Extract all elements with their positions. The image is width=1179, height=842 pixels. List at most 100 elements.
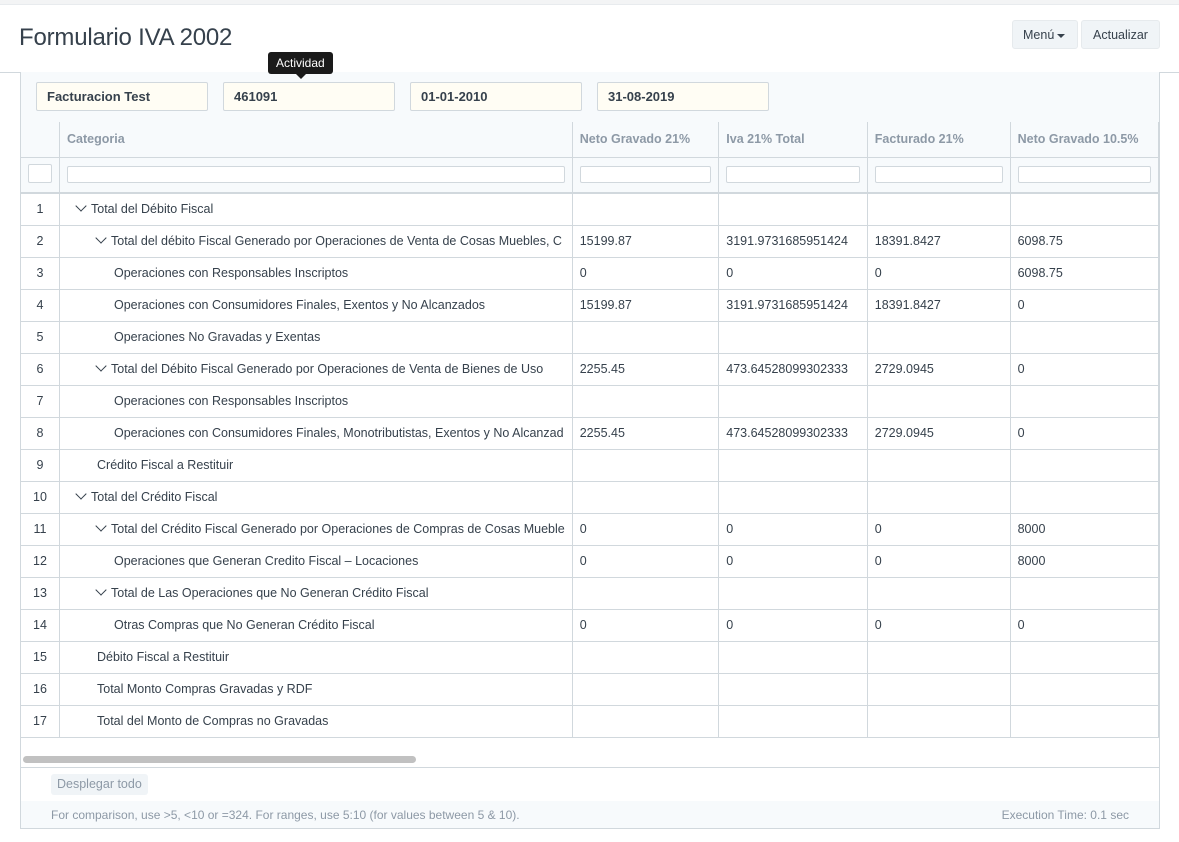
value-cell[interactable]: 0 bbox=[718, 513, 868, 546]
category-cell[interactable]: Total del Débito Fiscal bbox=[59, 193, 573, 226]
value-cell[interactable] bbox=[867, 321, 1011, 354]
value-cell[interactable]: 0 bbox=[1010, 289, 1159, 322]
value-cell[interactable]: 0 bbox=[1010, 353, 1159, 386]
value-cell[interactable] bbox=[1010, 481, 1159, 514]
category-cell[interactable]: Operaciones con Consumidores Finales, Ex… bbox=[59, 289, 573, 322]
table-row[interactable]: 2 Total del débito Fiscal Generado por Op… bbox=[21, 225, 1159, 258]
value-cell[interactable]: 0 bbox=[867, 609, 1011, 642]
value-cell[interactable] bbox=[1010, 385, 1159, 418]
value-cell[interactable] bbox=[572, 449, 720, 482]
value-cell[interactable]: 15199.87 bbox=[572, 225, 720, 258]
value-cell[interactable]: 15199.87 bbox=[572, 289, 720, 322]
table-row[interactable]: 17 Total del Monto de Compras no Gravadas bbox=[21, 705, 1159, 738]
table-row[interactable]: 7 Operaciones con Responsables Inscriptos bbox=[21, 385, 1159, 418]
value-cell[interactable]: 8000 bbox=[1010, 545, 1159, 578]
value-cell[interactable] bbox=[867, 449, 1011, 482]
table-row[interactable]: 6 Total del Débito Fiscal Generado por Op… bbox=[21, 353, 1159, 386]
chevron-down-icon[interactable] bbox=[95, 584, 107, 596]
category-cell[interactable]: Operaciones con Responsables Inscriptos bbox=[59, 385, 573, 418]
value-cell[interactable] bbox=[718, 385, 868, 418]
value-cell[interactable] bbox=[1010, 705, 1159, 738]
value-cell[interactable] bbox=[718, 577, 868, 610]
value-cell[interactable]: 6098.75 bbox=[1010, 257, 1159, 290]
table-row[interactable]: 4 Operaciones con Consumidores Finales, E… bbox=[21, 289, 1159, 322]
value-cell[interactable] bbox=[572, 321, 720, 354]
table-row[interactable]: 13 Total de Las Operaciones que No Genera… bbox=[21, 577, 1159, 610]
value-cell[interactable]: 2729.0945 bbox=[867, 353, 1011, 386]
to-date-field[interactable] bbox=[597, 82, 769, 111]
value-cell[interactable]: 0 bbox=[867, 545, 1011, 578]
category-cell[interactable]: Total de Las Operaciones que No Generan … bbox=[59, 577, 573, 610]
value-cell[interactable]: 18391.8427 bbox=[867, 225, 1011, 258]
value-cell[interactable] bbox=[1010, 321, 1159, 354]
category-cell[interactable]: Total del Crédito Fiscal Generado por Op… bbox=[59, 513, 573, 546]
column-header-iva-21-total[interactable]: Iva 21% Total bbox=[718, 122, 868, 158]
value-cell[interactable] bbox=[718, 193, 868, 226]
value-cell[interactable]: 473.64528099302333 bbox=[718, 353, 868, 386]
column-header-categoria[interactable]: Categoria bbox=[59, 122, 573, 158]
category-cell[interactable]: Operaciones que Generan Credito Fiscal –… bbox=[59, 545, 573, 578]
value-cell[interactable] bbox=[718, 641, 868, 674]
facturado-21-filter-input[interactable] bbox=[874, 166, 1003, 184]
value-cell[interactable]: 0 bbox=[867, 513, 1011, 546]
value-cell[interactable]: 3191.9731685951424 bbox=[718, 225, 868, 258]
category-cell[interactable]: Operaciones con Consumidores Finales, Mo… bbox=[59, 417, 573, 450]
company-field[interactable] bbox=[36, 82, 208, 111]
value-cell[interactable]: 2255.45 bbox=[572, 353, 720, 386]
value-cell[interactable] bbox=[572, 641, 720, 674]
activity-field[interactable] bbox=[223, 82, 395, 111]
table-row[interactable]: 8 Operaciones con Consumidores Finales, M… bbox=[21, 417, 1159, 450]
table-row[interactable]: 5 Operaciones No Gravadas y Exentas bbox=[21, 321, 1159, 354]
value-cell[interactable] bbox=[1010, 193, 1159, 226]
value-cell[interactable] bbox=[1010, 449, 1159, 482]
category-cell[interactable]: Total del débito Fiscal Generado por Ope… bbox=[59, 225, 573, 258]
value-cell[interactable] bbox=[718, 673, 868, 706]
category-cell[interactable]: Operaciones con Responsables Inscriptos bbox=[59, 257, 573, 290]
category-cell[interactable]: Total Monto Compras Gravadas y RDF bbox=[59, 673, 573, 706]
value-cell[interactable] bbox=[867, 705, 1011, 738]
value-cell[interactable]: 0 bbox=[1010, 417, 1159, 450]
category-cell[interactable]: Operaciones No Gravadas y Exentas bbox=[59, 321, 573, 354]
value-cell[interactable]: 473.64528099302333 bbox=[718, 417, 868, 450]
value-cell[interactable]: 0 bbox=[1010, 609, 1159, 642]
chevron-down-icon[interactable] bbox=[75, 200, 87, 212]
category-cell[interactable]: Otras Compras que No Generan Crédito Fis… bbox=[59, 609, 573, 642]
table-row[interactable]: 9 Crédito Fiscal a Restituir bbox=[21, 449, 1159, 482]
value-cell[interactable]: 0 bbox=[718, 609, 868, 642]
table-row[interactable]: 12 Operaciones que Generan Credito Fiscal… bbox=[21, 545, 1159, 578]
value-cell[interactable] bbox=[1010, 641, 1159, 674]
value-cell[interactable]: 0 bbox=[572, 257, 720, 290]
value-cell[interactable]: 0 bbox=[572, 609, 720, 642]
value-cell[interactable] bbox=[867, 193, 1011, 226]
value-cell[interactable]: 0 bbox=[572, 513, 720, 546]
value-cell[interactable] bbox=[718, 705, 868, 738]
column-header-neto-gravado-10-5[interactable]: Neto Gravado 10.5% bbox=[1010, 122, 1159, 158]
table-row[interactable]: 3 Operaciones con Responsables Inscriptos… bbox=[21, 257, 1159, 290]
value-cell[interactable] bbox=[572, 577, 720, 610]
value-cell[interactable] bbox=[867, 577, 1011, 610]
table-row[interactable]: 16 Total Monto Compras Gravadas y RDF bbox=[21, 673, 1159, 706]
from-date-field[interactable] bbox=[410, 82, 582, 111]
neto-gravado-10-5-filter-input[interactable] bbox=[1017, 166, 1151, 184]
chevron-down-icon[interactable] bbox=[95, 232, 107, 244]
iva-21-total-filter-input[interactable] bbox=[726, 166, 860, 184]
report-grid[interactable]: Categoria Neto Gravado 21% Iva 21% Total… bbox=[21, 122, 1159, 753]
value-cell[interactable] bbox=[572, 673, 720, 706]
value-cell[interactable] bbox=[572, 193, 720, 226]
value-cell[interactable] bbox=[718, 321, 868, 354]
refresh-button[interactable]: Actualizar bbox=[1081, 20, 1160, 49]
value-cell[interactable] bbox=[867, 481, 1011, 514]
table-row[interactable]: 10 Total del Crédito Fiscal bbox=[21, 481, 1159, 514]
category-cell[interactable]: Total del Débito Fiscal Generado por Ope… bbox=[59, 353, 573, 386]
value-cell[interactable] bbox=[1010, 577, 1159, 610]
category-cell[interactable]: Crédito Fiscal a Restituir bbox=[59, 449, 573, 482]
column-header-facturado-21[interactable]: Facturado 21% bbox=[867, 122, 1011, 158]
category-cell[interactable]: Total del Monto de Compras no Gravadas bbox=[59, 705, 573, 738]
value-cell[interactable]: 0 bbox=[572, 545, 720, 578]
expand-all-button[interactable]: Desplegar todo bbox=[51, 774, 148, 795]
chevron-down-icon[interactable] bbox=[75, 488, 87, 500]
chevron-down-icon[interactable] bbox=[95, 520, 107, 532]
menu-button[interactable]: Menú bbox=[1012, 20, 1078, 49]
value-cell[interactable]: 0 bbox=[718, 545, 868, 578]
table-row[interactable]: 11 Total del Crédito Fiscal Generado por … bbox=[21, 513, 1159, 546]
